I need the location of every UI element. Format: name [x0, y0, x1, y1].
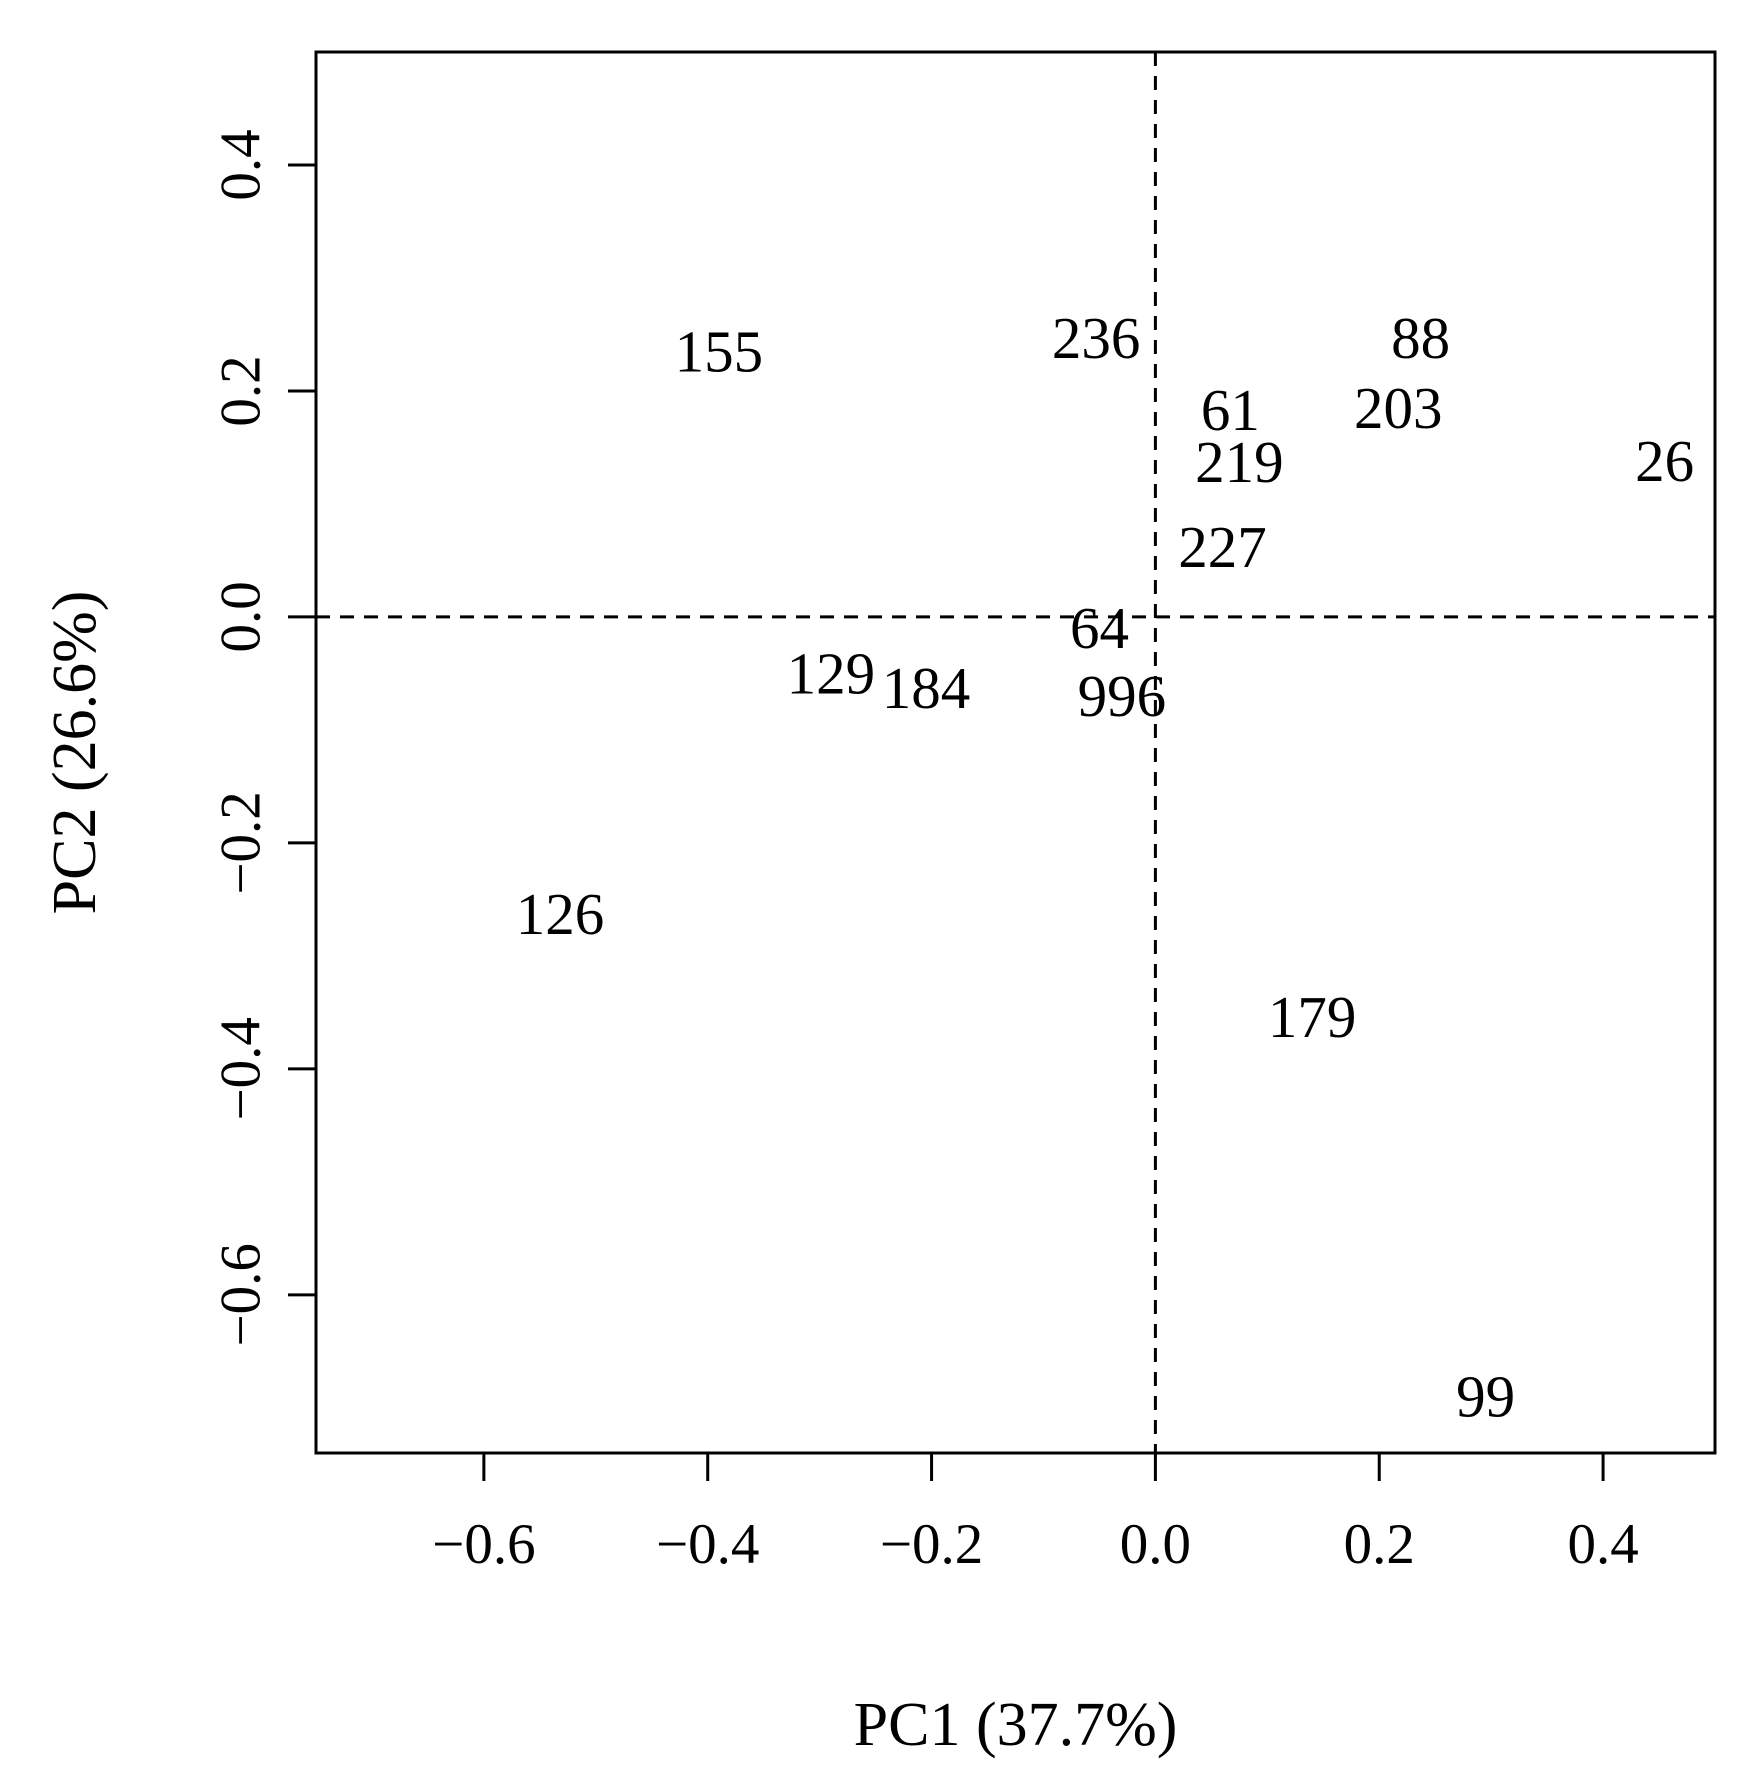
- point-label: 184: [882, 655, 971, 721]
- point-label: 996: [1078, 663, 1167, 729]
- point-label: 88: [1391, 305, 1450, 371]
- x-tick-label: −0.2: [880, 1513, 983, 1576]
- y-tick-label: 0.4: [210, 129, 273, 200]
- point-labels: 155 236 88 61 203 219 26 227 64 129 184 996 126 179 99: [516, 305, 1694, 1430]
- point-label: 155: [675, 318, 764, 384]
- point-label: 219: [1195, 429, 1284, 495]
- x-axis: −0.6 −0.4 −0.2 0.0 0.2 0.4: [432, 1453, 1639, 1576]
- x-tick-label: 0.4: [1567, 1513, 1638, 1576]
- x-tick-label: −0.6: [432, 1513, 535, 1576]
- x-axis-title: PC1 (37.7%): [854, 1691, 1178, 1759]
- y-tick-label: −0.6: [210, 1243, 273, 1346]
- point-label: 61: [1201, 377, 1260, 443]
- point-label: 203: [1354, 375, 1443, 441]
- y-tick-label: 0.2: [210, 355, 273, 426]
- x-tick-label: −0.4: [656, 1513, 759, 1576]
- point-label: 126: [516, 881, 605, 947]
- point-label: 129: [787, 640, 876, 706]
- reference-lines: [316, 52, 1715, 1453]
- point-label: 99: [1456, 1364, 1515, 1430]
- y-axis: −0.6 −0.4 −0.2 0.0 0.2 0.4: [210, 129, 316, 1347]
- x-tick-label: 0.2: [1344, 1513, 1415, 1576]
- point-label: 64: [1070, 595, 1129, 661]
- y-tick-label: −0.4: [210, 1017, 273, 1120]
- y-tick-label: −0.2: [210, 791, 273, 894]
- y-tick-label: 0.0: [210, 581, 273, 652]
- plot-frame: [314, 50, 1717, 1455]
- point-label: 227: [1178, 514, 1267, 580]
- y-axis-title: PC2 (26.6%): [41, 591, 109, 915]
- point-label: 26: [1635, 428, 1694, 494]
- point-label: 236: [1052, 305, 1141, 371]
- x-tick-label: 0.0: [1120, 1513, 1191, 1576]
- point-label: 179: [1268, 984, 1357, 1050]
